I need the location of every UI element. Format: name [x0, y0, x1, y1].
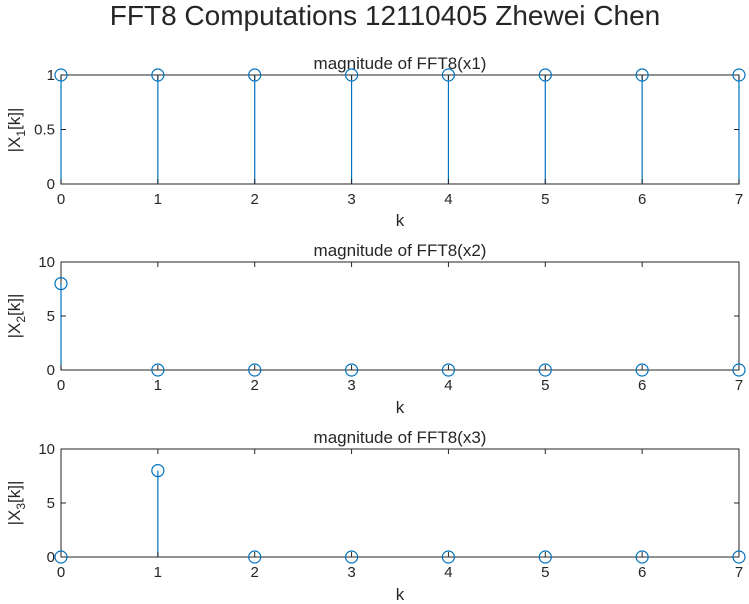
subplot-1-xtick-label: 5 [541, 191, 549, 208]
subplot-2-ylabel: |X2[k]| [5, 294, 28, 339]
subplot-1-point-1 [151, 68, 165, 82]
subplot-3-point-0 [54, 550, 68, 564]
figure-title: FFT8 Computations 12110405 Zhewei Chen [110, 0, 660, 31]
subplot-2-ytick-label: 5 [47, 308, 55, 325]
subplot-3: magnitude of FFT8(x3) 0 1 2 3 4 5 6 7 0 5 10 k |X3… [5, 428, 746, 604]
subplot-3-point-4 [441, 550, 456, 564]
subplot-3-xtick-label: 7 [735, 564, 743, 581]
subplot-2-ytick-label: 10 [38, 254, 55, 271]
subplot-1-xtick-label: 0 [57, 191, 65, 208]
subplot-1-xtick-label: 2 [251, 191, 259, 208]
subplot-3-xtick-label: 0 [57, 564, 65, 581]
subplot-2-xtick-label: 0 [57, 377, 65, 394]
subplot-3-point-1 [151, 464, 165, 478]
subplot-2-point-7 [732, 363, 746, 377]
subplot-2-xtick-label: 6 [638, 377, 646, 394]
subplot-3-title: magnitude of FFT8(x3) [314, 428, 487, 447]
subplot-3-xlabel: k [396, 585, 405, 604]
subplot-2-marks [54, 277, 746, 377]
subplot-1-xtick-label: 6 [638, 191, 646, 208]
subplot-1-ytick-label: 1 [47, 67, 55, 84]
subplot-2-xtick-label: 7 [735, 377, 743, 394]
subplot-3-point-2 [248, 550, 262, 564]
subplot-2-xtick-label: 1 [154, 377, 162, 394]
subplot-2-xtick-label: 4 [444, 377, 452, 394]
subplot-2-xlabel: k [396, 398, 405, 417]
subplot-3-xtick-label: 3 [347, 564, 355, 581]
subplot-2-title: magnitude of FFT8(x2) [314, 241, 487, 260]
subplot-3-point-3 [344, 550, 359, 564]
subplot-1-point-3 [344, 68, 359, 82]
subplot-3-ylabel: |X3[k]| [5, 481, 28, 526]
subplot-2-xtick-label: 2 [251, 377, 259, 394]
subplot-3-axes-box [60, 448, 740, 558]
subplot-1-point-5 [538, 68, 552, 82]
subplot-3-xtick-label: 2 [251, 564, 259, 581]
subplot-3-ticks: 0 1 2 3 4 5 6 7 0 5 10 [38, 441, 743, 581]
subplot-3-ytick-label: 0 [47, 549, 55, 566]
subplot-1-xtick-label: 7 [735, 191, 743, 208]
subplot-1-ylabel: |X1[k]| [5, 108, 28, 153]
subplot-2-point-3 [344, 363, 359, 377]
subplot-3-ytick-label: 5 [47, 495, 55, 512]
subplot-2-axes-box [60, 261, 740, 371]
subplot-1-xlabel: k [396, 211, 405, 230]
subplot-1-point-2 [248, 68, 262, 82]
subplot-1-point-7 [732, 68, 746, 82]
subplot-1-axes-box [60, 74, 740, 185]
subplot-3-point-6 [635, 550, 649, 564]
subplot-3-point-5 [538, 550, 552, 564]
subplot-3-xtick-label: 6 [638, 564, 646, 581]
subplot-1-ytick-label: 0 [47, 176, 55, 193]
subplot-1: magnitude of FFT8(x1) 0 1 2 3 4 5 6 7 0 0.5 1 k |X… [5, 54, 746, 230]
subplot-2-point-0 [54, 277, 68, 291]
subplot-1-title: magnitude of FFT8(x1) [314, 54, 487, 73]
subplot-1-point-6 [635, 68, 649, 82]
subplot-1-ytick-label: 0.5 [34, 122, 55, 139]
subplot-1-point-0 [54, 68, 68, 82]
subplot-3-xtick-label: 5 [541, 564, 549, 581]
subplot-1-xtick-label: 3 [347, 191, 355, 208]
subplot-1-ticks: 0 1 2 3 4 5 6 7 0 0.5 1 [34, 67, 743, 208]
subplot-2-ytick-label: 0 [47, 362, 55, 379]
subplot-3-marks [54, 464, 746, 564]
subplot-3-xtick-label: 4 [444, 564, 452, 581]
subplot-2-point-5 [538, 363, 552, 377]
subplot-2: magnitude of FFT8(x2) 0 1 2 3 4 5 6 7 0 5 10 k |X2… [5, 241, 746, 417]
subplot-2-ticks: 0 1 2 3 4 5 6 7 0 5 10 [38, 254, 743, 394]
subplot-3-point-7 [732, 550, 746, 564]
subplot-1-xtick-label: 1 [154, 191, 162, 208]
subplot-2-point-4 [441, 363, 456, 377]
subplot-2-point-2 [248, 363, 262, 377]
subplot-2-xtick-label: 5 [541, 377, 549, 394]
subplot-3-ytick-label: 10 [38, 441, 55, 458]
subplot-1-xtick-label: 4 [444, 191, 452, 208]
subplot-1-point-4 [441, 68, 456, 82]
subplot-2-point-6 [635, 363, 649, 377]
subplot-2-point-1 [151, 363, 165, 377]
subplot-3-xtick-label: 1 [154, 564, 162, 581]
subplot-2-xtick-label: 3 [347, 377, 355, 394]
subplot-1-marks [54, 68, 746, 184]
